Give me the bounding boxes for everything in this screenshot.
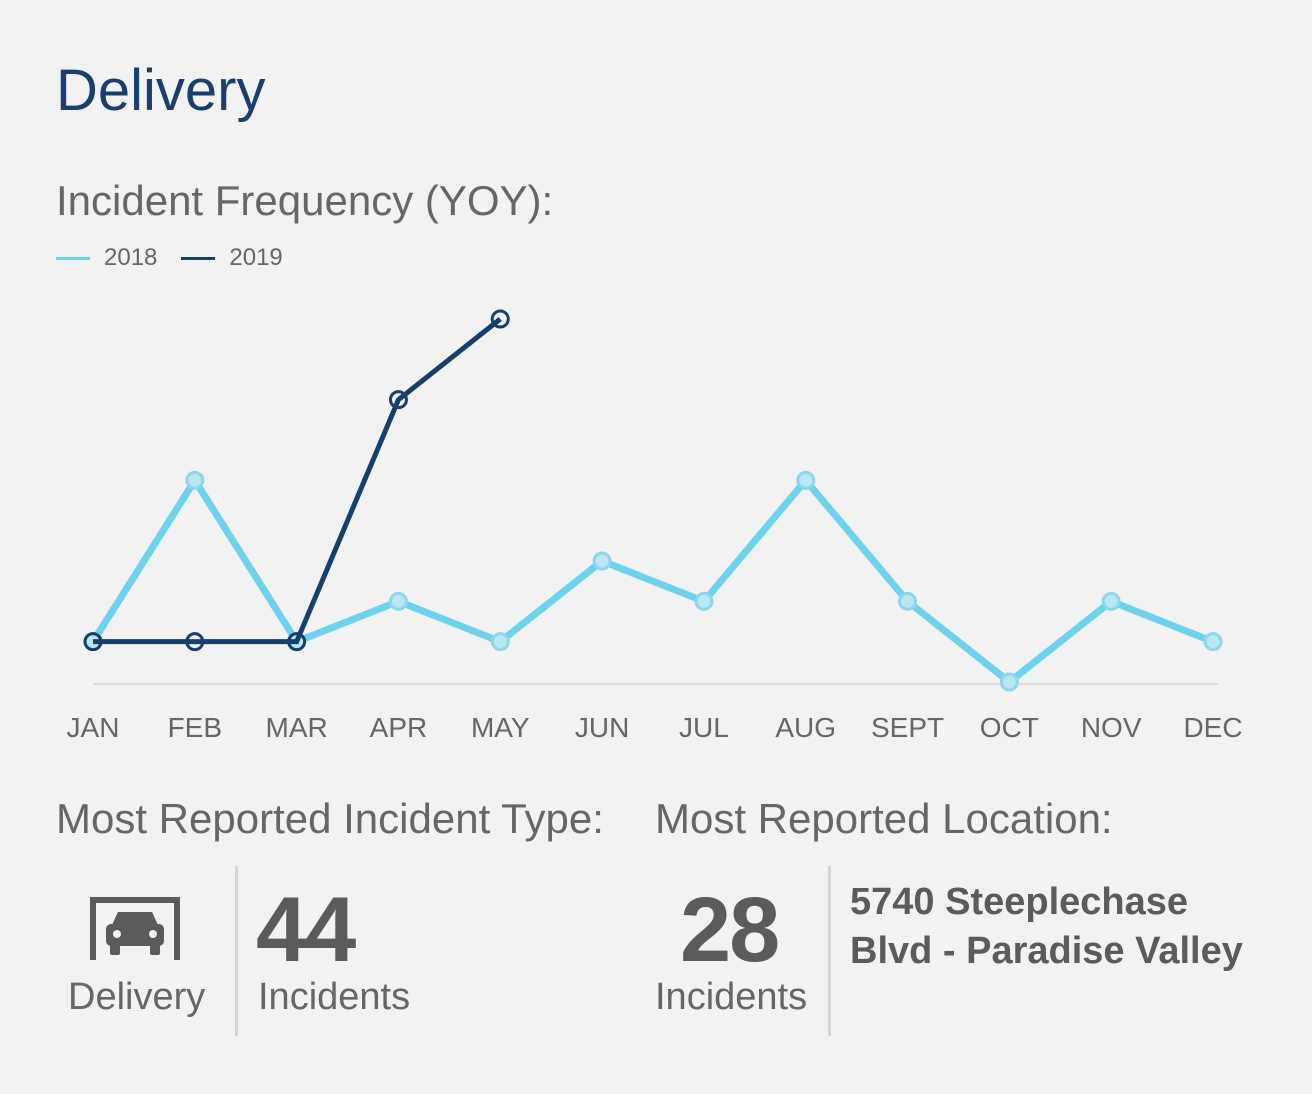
- data-point-2018-may[interactable]: [490, 632, 510, 652]
- data-point-2018-oct[interactable]: [999, 672, 1019, 692]
- data-point-2018-nov[interactable]: [1101, 591, 1121, 611]
- x-tick-label: MAR: [266, 712, 328, 743]
- data-point-2019-feb[interactable]: [185, 632, 205, 652]
- incident-type-heading: Most Reported Incident Type:: [56, 795, 604, 842]
- x-tick-label: JUN: [575, 712, 629, 743]
- series-2019: [83, 309, 510, 652]
- location-heading: Most Reported Location:: [655, 795, 1113, 842]
- legend-item-2019[interactable]: 2019: [181, 244, 283, 272]
- series-line-2019: [93, 317, 502, 645]
- incident-type-count-label: Incidents: [258, 976, 411, 1018]
- data-point-2018-aug[interactable]: [796, 470, 816, 490]
- legend-label-2019: 2019: [229, 244, 283, 271]
- x-tick-label: AUG: [775, 712, 836, 743]
- incident-type-count: 44: [256, 879, 356, 981]
- data-point-2018-feb[interactable]: [185, 470, 205, 490]
- data-point-2018-dec[interactable]: [1203, 632, 1223, 652]
- divider: [235, 866, 238, 1036]
- x-tick-label: DEC: [1183, 712, 1242, 743]
- chart-legend: 2018 2019: [56, 244, 283, 272]
- data-point-2018-jun[interactable]: [592, 551, 612, 571]
- incident-type-label: Delivery: [68, 976, 206, 1018]
- data-point-2019-apr[interactable]: [388, 390, 408, 410]
- location-name: 5740 Steeplechase Blvd - Paradise Valley: [850, 881, 1243, 972]
- x-tick-label: SEPT: [871, 712, 944, 743]
- x-tick-label: JAN: [67, 712, 120, 743]
- x-tick-label: JUL: [679, 712, 729, 743]
- divider: [828, 866, 831, 1036]
- legend-swatch-2018: [56, 256, 90, 260]
- incident-frequency-chart: JAN FEB MAR APR MAY JUN JUL AUG SEPT OCT NOV DEC: [67, 309, 1243, 743]
- location-count: 28: [680, 879, 780, 981]
- data-point-2019-may[interactable]: [490, 309, 510, 329]
- x-tick-label: NOV: [1081, 712, 1142, 743]
- page-title: Delivery: [56, 58, 266, 123]
- x-tick-label: MAY: [471, 712, 530, 743]
- data-point-2018-sept[interactable]: [898, 591, 918, 611]
- data-point-2019-mar[interactable]: [287, 632, 307, 652]
- legend-item-2018[interactable]: 2018: [56, 244, 157, 272]
- x-tick-label: FEB: [168, 712, 222, 743]
- data-point-2018-apr[interactable]: [388, 591, 408, 611]
- chart-title: Incident Frequency (YOY):: [56, 177, 554, 224]
- data-point-2018-jul[interactable]: [694, 591, 714, 611]
- data-point-2019-jan[interactable]: [83, 632, 103, 652]
- legend-label-2018: 2018: [104, 244, 158, 271]
- location-count-label: Incidents: [655, 976, 808, 1018]
- garage-car-icon: [90, 894, 180, 967]
- x-tick-label: APR: [370, 712, 428, 743]
- series-2018: [83, 470, 1223, 692]
- series-line-2018: [90, 473, 1215, 687]
- x-tick-label: OCT: [980, 712, 1039, 743]
- legend-swatch-2019: [181, 256, 216, 260]
